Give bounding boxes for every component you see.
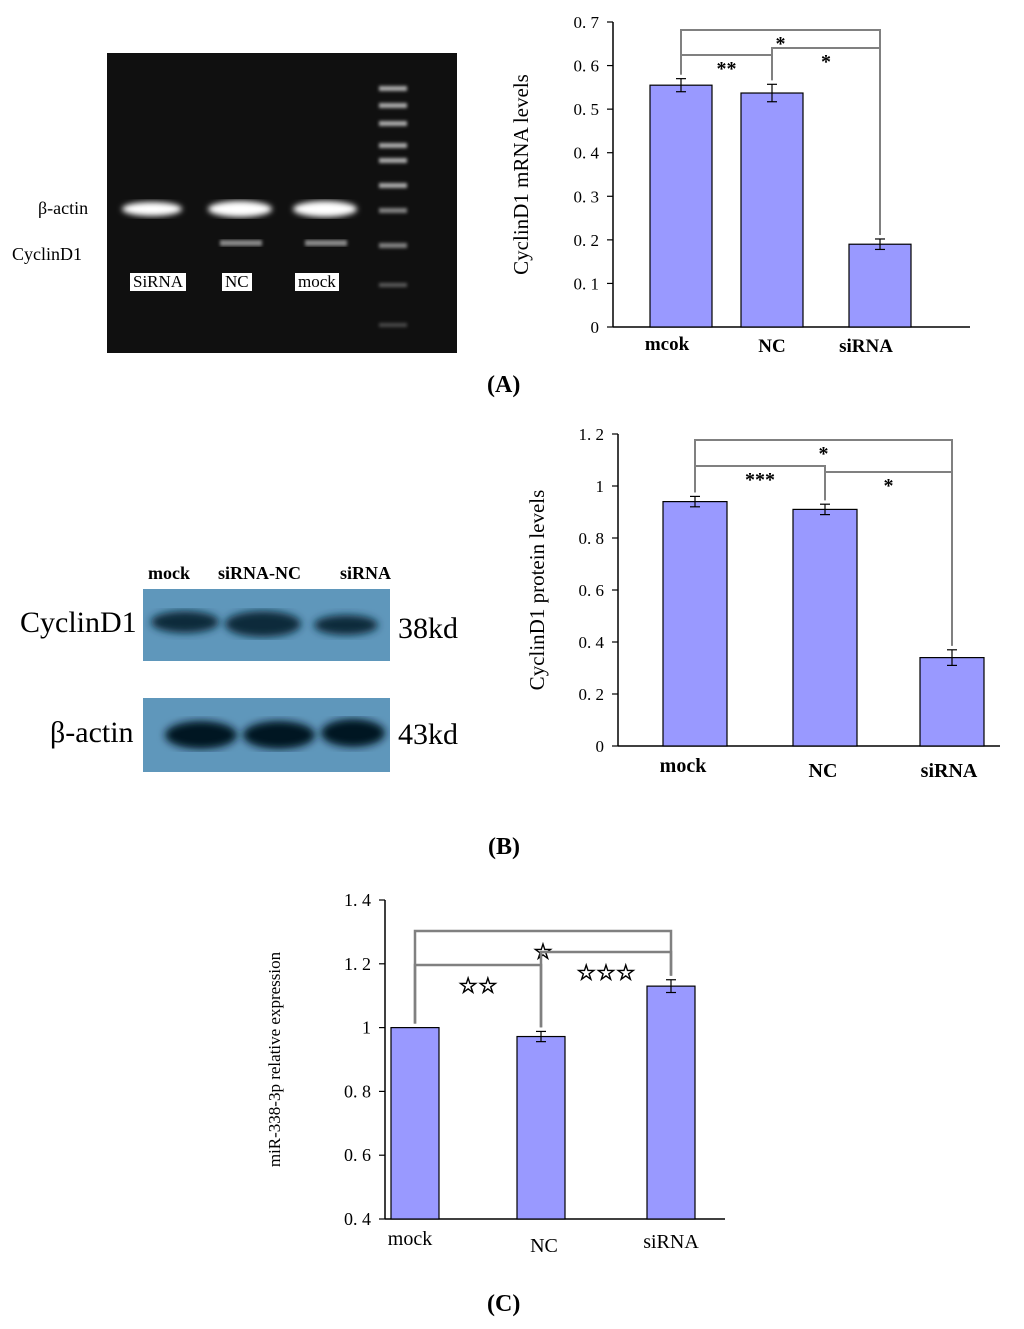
y-tick-label: 1. 4: [344, 890, 371, 910]
significance-label: *: [819, 443, 829, 465]
y-tick-label: 0. 6: [579, 581, 605, 600]
significance-label: *: [821, 51, 831, 73]
category-label-nc: NC: [530, 1235, 558, 1257]
panel-label-b: (B): [488, 834, 520, 860]
gel-bands: [122, 86, 407, 327]
y-tick-label: 0. 6: [574, 57, 600, 76]
cyclind1-bands: [220, 240, 347, 246]
category-label-nc: NC: [758, 336, 785, 357]
y-tick-label: 0. 3: [574, 187, 600, 206]
bar-sirna: [848, 243, 912, 328]
panel-label-a: (A): [487, 372, 521, 398]
gel-label-cyclind1: CyclinD1: [12, 244, 82, 264]
beta-actin-bands: [122, 201, 357, 217]
category-label-sirna: siRNA: [643, 1231, 699, 1253]
y-axis-label: CyclinD1 mRNA levels: [509, 74, 533, 275]
significance-bracket: [539, 950, 673, 1028]
category-label-mock: mock: [660, 755, 708, 777]
y-axis-label: miR-338-3p relative expression: [265, 951, 284, 1167]
gel-lane-nc: NC: [222, 273, 252, 291]
y-tick-label: 0. 1: [574, 274, 600, 293]
wb-lane-mock: mock: [148, 563, 190, 583]
significance-label: *: [776, 33, 786, 55]
category-label-mcok: mcok: [645, 334, 690, 355]
y-tick-label: 0. 4: [574, 144, 600, 163]
y-tick-label: 0. 4: [579, 633, 605, 652]
y-tick-label: 0. 2: [579, 685, 605, 704]
wb-row-beta-actin: β-actin: [50, 716, 134, 749]
significance-label: ***: [745, 469, 775, 491]
y-tick-label: 0: [591, 318, 600, 337]
wb-lane-sirna: siRNA: [340, 563, 392, 583]
bar-mcok: [649, 84, 713, 328]
gel-lane-mock: mock: [295, 273, 339, 291]
category-label-nc: NC: [809, 760, 838, 782]
y-tick-label: 0. 5: [574, 100, 600, 119]
y-tick-label: 1: [362, 1018, 371, 1038]
bar-nc: [792, 508, 858, 747]
significance-label: **: [717, 58, 737, 80]
gel-lane-sirna: SiRNA: [130, 273, 187, 291]
y-tick-label: 1. 2: [579, 425, 605, 444]
y-tick-label: 0. 6: [344, 1145, 371, 1165]
y-tick-label: 0. 8: [344, 1081, 371, 1101]
bar-chart-b: 0 0. 2 0. 4 0. 6 0. 8 1 1. 2 CyclinD1 protein l…: [525, 425, 1000, 782]
wb-blot-beta-actin: [143, 698, 390, 772]
significance-bracket: [824, 471, 953, 646]
significance-label: *: [884, 475, 894, 497]
gel-image: [107, 53, 457, 353]
y-tick-label: 1: [596, 477, 605, 496]
category-label-sirna: siRNA: [839, 336, 893, 357]
bar-sirna: [646, 985, 696, 1220]
bar-sirna: [919, 657, 985, 747]
bar-mock: [390, 1027, 440, 1220]
wb-size-43kd: 43kd: [398, 718, 458, 751]
bar-nc: [516, 1035, 566, 1220]
ladder-bands: [379, 86, 407, 327]
y-tick-label: 0. 7: [574, 13, 600, 32]
wb-row-cyclind1: CyclinD1: [20, 606, 137, 639]
bar-mock: [662, 500, 728, 747]
gel-label-beta-actin: β-actin: [38, 198, 89, 218]
significance-bracket: [771, 47, 881, 235]
wb-lane-sirna-nc: siRNA-NC: [218, 563, 301, 583]
significance-label: ☆☆☆: [576, 960, 635, 985]
y-tick-label: 0. 2: [574, 231, 600, 250]
panel-label-c: (C): [487, 1291, 521, 1317]
bar-chart-a: 0 0. 1 0. 2 0. 3 0. 4 0. 5 0. 6 0. 7 CyclinD1 mR…: [509, 13, 970, 357]
category-label-sirna: siRNA: [921, 760, 978, 782]
y-axis-label: CyclinD1 protein levels: [525, 490, 549, 691]
y-tick-label: 1. 2: [344, 954, 371, 974]
bar-chart-c: 0. 4 0. 6 0. 8 1 1. 2 1. 4 miR-338-3p relative…: [265, 890, 725, 1257]
wb-size-38kd: 38kd: [398, 612, 458, 645]
y-tick-label: 0. 8: [579, 529, 605, 548]
y-tick-label: 0: [596, 737, 605, 756]
wb-blot-cyclind1: [143, 589, 390, 661]
category-label-mock: mock: [388, 1228, 432, 1250]
bar-nc: [740, 92, 804, 328]
y-tick-label: 0. 4: [344, 1209, 371, 1229]
significance-label: ☆☆: [458, 973, 498, 998]
